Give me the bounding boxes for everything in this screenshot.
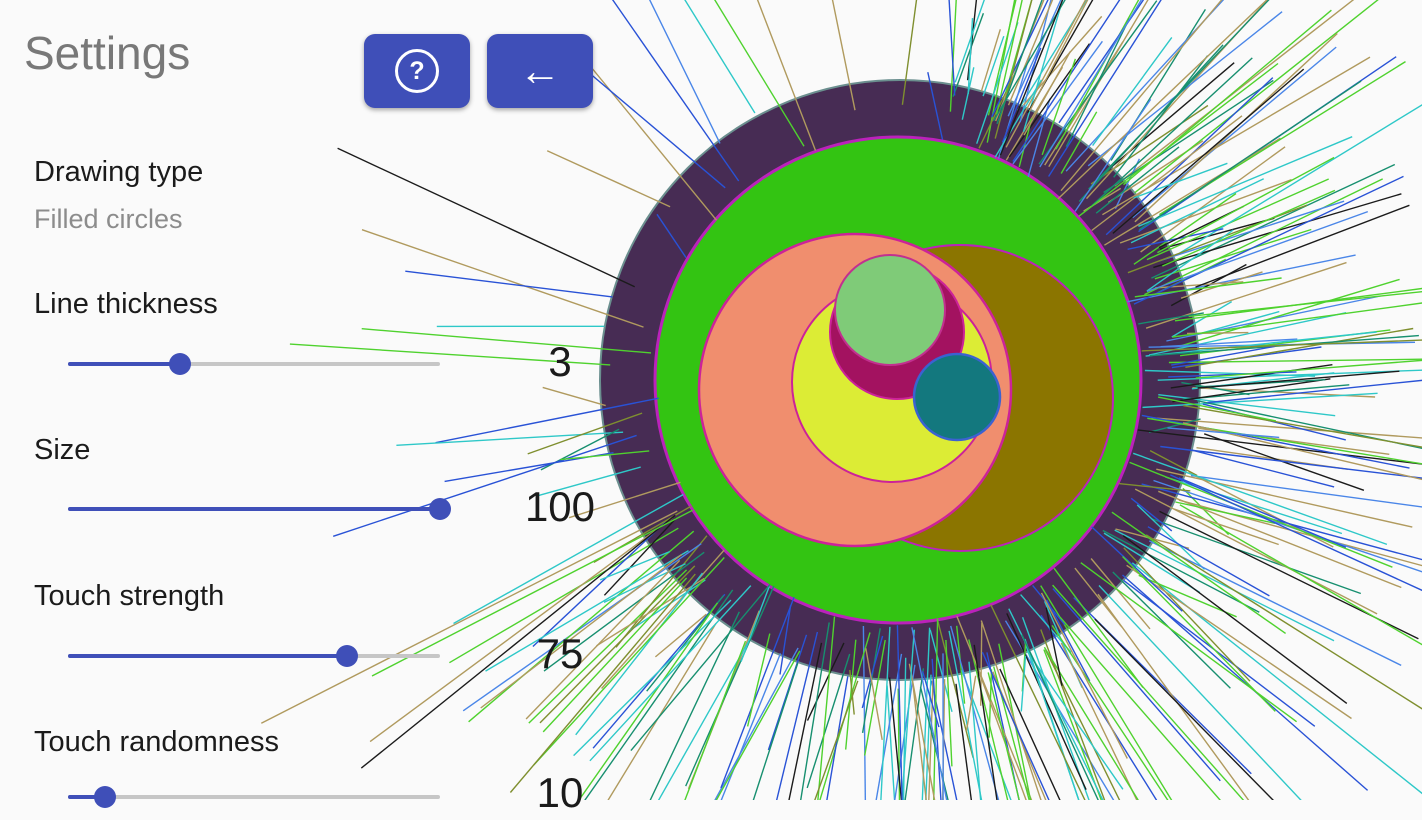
- line-thickness-label: Line thickness: [34, 288, 218, 321]
- spray-line: [1124, 580, 1315, 726]
- touch-randomness-value: 10: [500, 767, 620, 820]
- slider-track[interactable]: [68, 795, 440, 799]
- back-button[interactable]: ←: [487, 34, 593, 108]
- slider-thumb[interactable]: [429, 498, 451, 520]
- touch-strength-label: Touch strength: [34, 580, 224, 613]
- canvas-circle-teal-disc: [914, 354, 1000, 440]
- spray-line: [543, 387, 606, 405]
- slider-track-fill: [68, 362, 180, 366]
- spray-line: [1059, 0, 1264, 123]
- slider-track-fill: [68, 507, 440, 511]
- spray-line: [988, 672, 1045, 800]
- spray-line: [405, 271, 612, 297]
- drawing-type-value: Filled circles: [34, 204, 183, 235]
- spray-line: [396, 432, 623, 445]
- spray-line: [338, 148, 635, 286]
- spray-line: [1021, 656, 1025, 711]
- spray-line: [1114, 56, 1208, 178]
- size-value: 100: [500, 481, 620, 534]
- spray-line: [1133, 47, 1337, 218]
- size-label: Size: [34, 434, 90, 467]
- spray-line: [261, 511, 677, 723]
- spray-line: [1113, 69, 1304, 233]
- canvas-circle-lightgreen-disc: [835, 255, 945, 365]
- slider-thumb[interactable]: [94, 786, 116, 808]
- page-title: Settings: [24, 26, 190, 80]
- spray-line: [1098, 63, 1234, 179]
- slider-thumb[interactable]: [169, 353, 191, 375]
- spray-line: [1151, 165, 1394, 279]
- drawing-canvas[interactable]: [0, 0, 1422, 800]
- spray-line: [1093, 37, 1172, 145]
- size-slider[interactable]: [68, 498, 440, 520]
- drawing-type-label: Drawing type: [34, 156, 203, 189]
- help-outline-icon: ?: [395, 49, 439, 93]
- help-button[interactable]: ?: [364, 34, 470, 108]
- spray-line: [1066, 19, 1129, 147]
- line-thickness-value: 3: [500, 336, 620, 389]
- touch-randomness-label: Touch randomness: [34, 726, 279, 759]
- spray-line: [1115, 530, 1334, 641]
- spray-line: [1135, 0, 1380, 193]
- spray-line: [619, 0, 720, 143]
- spray-line: [1175, 287, 1422, 321]
- spray-line: [999, 644, 1034, 800]
- slider-thumb[interactable]: [336, 645, 358, 667]
- spray-line: [801, 676, 848, 800]
- spray-line: [737, 663, 798, 800]
- spray-line: [748, 634, 770, 727]
- spray-line: [1079, 64, 1278, 217]
- touch-strength-slider[interactable]: [68, 645, 440, 667]
- spray-line: [1123, 536, 1347, 704]
- spray-line: [1192, 450, 1334, 487]
- spray-line: [1046, 650, 1187, 800]
- slider-track-fill: [68, 654, 347, 658]
- spray-line: [589, 73, 726, 188]
- touch-randomness-slider[interactable]: [68, 786, 440, 808]
- arrow-left-icon: ←: [519, 50, 561, 92]
- spray-line: [1104, 80, 1274, 192]
- spray-line: [362, 230, 644, 327]
- spray-line: [1159, 201, 1344, 261]
- drawing-svg: [0, 0, 1422, 800]
- spray-line: [547, 151, 670, 207]
- spray-line: [1127, 565, 1352, 718]
- spray-line: [1189, 275, 1422, 317]
- line-thickness-slider[interactable]: [68, 353, 440, 375]
- spray-line: [638, 651, 800, 800]
- spray-line: [1146, 535, 1422, 763]
- touch-strength-value: 75: [500, 628, 620, 681]
